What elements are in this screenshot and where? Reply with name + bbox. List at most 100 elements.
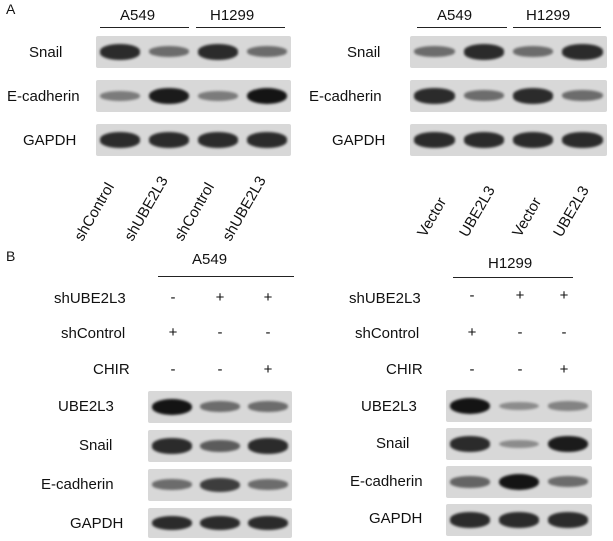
a-right-row-label: E-cadherin: [309, 88, 382, 105]
b-left-sign: -: [170, 289, 176, 306]
b-left-cellline: A549: [192, 251, 228, 268]
a-right-blot-gapdh: [410, 124, 607, 156]
a-right-row-label: Snail: [347, 44, 381, 61]
b-left-sign: +: [263, 361, 273, 378]
blot-band: [100, 44, 141, 60]
b-right-treatment-label: shUBE2L3: [349, 290, 421, 307]
blot-band: [512, 88, 554, 104]
b-right-blot-snail: [446, 428, 592, 460]
b-left-blot-ube2l3: [148, 391, 292, 423]
a-left-cellline-1: A549: [120, 7, 156, 24]
a-right-cellline-1: A549: [437, 7, 473, 24]
a-left-blot-gapdh: [96, 124, 291, 156]
blot-band: [152, 438, 192, 454]
b-right-sign: +: [467, 324, 477, 341]
a-right-lane-label: UBE2L3: [550, 183, 593, 240]
blot-band: [248, 438, 288, 454]
blot-band: [499, 512, 539, 528]
blot-band: [562, 44, 603, 60]
b-right-blot-ube2l3: [446, 390, 592, 422]
b-left-row-label: E-cadherin: [41, 476, 114, 493]
b-left-sign: -: [170, 361, 176, 378]
a-left-blot-snail: [96, 36, 291, 68]
b-right-sign: -: [469, 287, 475, 304]
a-right-lane-label: Vector: [414, 194, 451, 240]
a-left-row-label: E-cadherin: [7, 88, 80, 105]
b-right-row-label: Snail: [376, 435, 410, 452]
b-right-treatment-label: CHIR: [386, 361, 423, 378]
a-left-blot-ecadherin: [96, 80, 291, 112]
a-left-lane-label: shControl: [171, 179, 218, 244]
b-left-blot-ecadherin: [148, 469, 292, 501]
blot-band: [197, 132, 238, 148]
b-left-treatment-label: shUBE2L3: [54, 290, 126, 307]
blot-band: [149, 132, 190, 148]
blot-band: [463, 44, 505, 60]
b-left-sign: +: [215, 289, 225, 306]
blot-band: [463, 132, 505, 148]
blot-band: [512, 46, 554, 58]
blot-band: [200, 401, 240, 413]
b-right-sign: +: [515, 287, 525, 304]
blot-band: [149, 87, 190, 105]
blot-band: [547, 435, 588, 453]
blot-band: [246, 87, 287, 105]
b-right-cellline: H1299: [488, 255, 533, 272]
a-right-blot-snail: [410, 36, 607, 68]
b-left-blot-gapdh: [148, 508, 292, 538]
blot-band: [450, 476, 491, 488]
blot-band: [547, 476, 588, 488]
blot-band: [197, 91, 238, 101]
a-right-lane-label: Vector: [509, 194, 546, 240]
b-left-sign: -: [217, 361, 223, 378]
b-left-row-label: UBE2L3: [58, 398, 114, 415]
blot-band: [200, 439, 240, 452]
b-left-sign: -: [265, 324, 271, 341]
b-left-sign: +: [168, 324, 178, 341]
a-right-blot-ecadherin: [410, 80, 607, 112]
blot-band: [450, 436, 491, 452]
b-right-sign: +: [559, 361, 569, 378]
blot-band: [547, 512, 588, 528]
blot-band: [450, 512, 491, 528]
blot-band: [149, 46, 190, 58]
blot-band: [246, 132, 287, 148]
b-right-blot-ecadherin: [446, 466, 592, 498]
blot-band: [562, 132, 603, 148]
a-left-cellline-2: H1299: [210, 7, 255, 24]
b-right-row-label: GAPDH: [369, 510, 423, 527]
blot-band: [414, 132, 455, 148]
blot-band: [499, 401, 539, 411]
b-right-row-label: UBE2L3: [361, 398, 417, 415]
b-right-sign: -: [469, 361, 475, 378]
b-left-treatment-label: CHIR: [93, 361, 130, 378]
a-left-row-label: Snail: [29, 44, 63, 61]
b-right-sign: -: [517, 324, 523, 341]
blot-band: [200, 477, 240, 493]
b-right-sign: +: [559, 287, 569, 304]
blot-band: [414, 88, 455, 104]
b-left-row-label: GAPDH: [70, 515, 124, 532]
blot-band: [100, 132, 141, 148]
a-left-lane-label: shUBE2L3: [219, 173, 270, 244]
blot-band: [248, 515, 288, 531]
blot-band: [547, 401, 588, 411]
blot-band: [248, 401, 288, 413]
b-left-sign: +: [263, 289, 273, 306]
blot-band: [499, 473, 539, 491]
blot-band: [414, 46, 455, 58]
blot-band: [248, 479, 288, 491]
blot-band: [152, 479, 192, 491]
a-right-lane-label: UBE2L3: [456, 183, 499, 240]
b-left-blot-snail: [148, 430, 292, 462]
b-left-treatment-label: shControl: [61, 325, 126, 342]
b-right-treatment-label: shControl: [355, 325, 420, 342]
blot-band: [197, 44, 238, 60]
b-left-sign: -: [217, 324, 223, 341]
a-left-lane-label: shControl: [71, 179, 118, 244]
b-left-row-label: Snail: [79, 437, 113, 454]
b-right-row-label: E-cadherin: [350, 473, 423, 490]
b-right-sign: -: [561, 324, 567, 341]
blot-band: [152, 398, 192, 416]
